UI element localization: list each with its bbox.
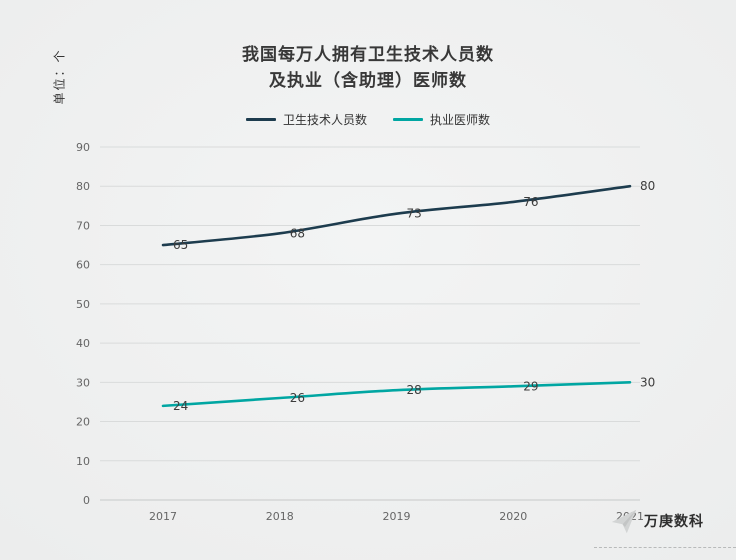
watermark-dashed-line bbox=[594, 547, 736, 548]
data-label: 24 bbox=[173, 399, 188, 413]
x-tick-label: 2018 bbox=[266, 510, 294, 523]
data-label: 73 bbox=[407, 207, 422, 221]
y-tick-label: 60 bbox=[76, 259, 90, 272]
legend-item-physicians: 执业医师数 bbox=[393, 111, 490, 128]
watermark-text: 万庚数科 bbox=[644, 514, 704, 530]
data-label: 26 bbox=[290, 391, 305, 405]
x-tick-label: 2017 bbox=[149, 510, 177, 523]
data-label: 29 bbox=[523, 379, 538, 393]
y-tick-label: 20 bbox=[76, 416, 90, 429]
data-label: 68 bbox=[290, 226, 305, 240]
chart-title: 我国每万人拥有卫生技术人员数 及执业（含助理）医师数 bbox=[0, 42, 736, 95]
data-label: 28 bbox=[407, 383, 422, 397]
series-line bbox=[161, 381, 632, 408]
chart-title-line1: 我国每万人拥有卫生技术人员数 bbox=[242, 45, 494, 65]
y-tick-label: 90 bbox=[76, 141, 90, 154]
legend-label-technicians: 卫生技术人员数 bbox=[282, 113, 367, 127]
y-tick-label: 50 bbox=[76, 298, 90, 311]
y-tick-label: 30 bbox=[76, 376, 90, 389]
x-tick-label: 2020 bbox=[499, 510, 527, 523]
y-tick-label: 80 bbox=[76, 180, 90, 193]
y-tick-label: 40 bbox=[76, 337, 90, 350]
legend-swatch-physicians bbox=[393, 118, 423, 121]
watermark: 万庚数科 bbox=[609, 506, 704, 536]
watermark-logo-icon bbox=[609, 506, 639, 536]
chart-legend: 卫生技术人员数 执业医师数 bbox=[0, 111, 736, 128]
y-tick-label: 70 bbox=[76, 219, 90, 232]
data-label: 80 bbox=[640, 179, 655, 193]
legend-swatch-technicians bbox=[245, 118, 276, 121]
data-label: 30 bbox=[640, 375, 655, 389]
y-tick-label: 0 bbox=[83, 494, 90, 507]
data-label: 76 bbox=[523, 195, 538, 209]
legend-item-technicians: 卫生技术人员数 bbox=[245, 111, 367, 128]
x-tick-label: 2019 bbox=[383, 510, 411, 523]
legend-label-physicians: 执业医师数 bbox=[430, 113, 491, 127]
data-label: 65 bbox=[173, 238, 188, 252]
y-tick-label: 10 bbox=[76, 455, 90, 468]
series-line bbox=[161, 184, 632, 247]
chart-title-line2: 及执业（含助理）医师数 bbox=[269, 71, 467, 92]
